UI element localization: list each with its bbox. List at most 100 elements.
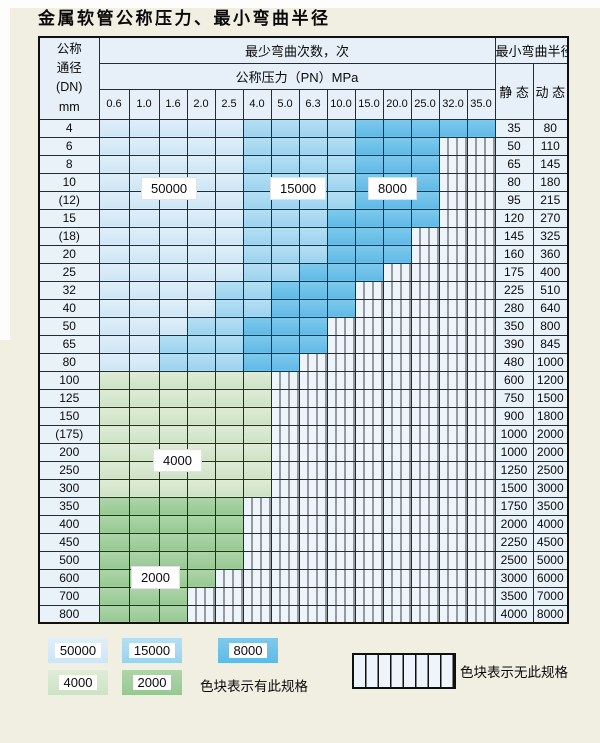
spec-cell-b1 <box>186 280 216 300</box>
static-cell: 3500 <box>494 586 534 606</box>
spec-cell-g1 <box>214 406 244 426</box>
spec-cell-h <box>382 478 412 498</box>
spec-cell-h <box>354 298 384 318</box>
static-cell: 4000 <box>494 604 534 624</box>
dn-cell: 10 <box>38 172 100 192</box>
spec-cell-b3 <box>298 316 328 336</box>
spec-cell-h <box>410 586 440 606</box>
spec-cell-h <box>438 478 468 498</box>
spec-cell-b1 <box>186 226 216 246</box>
spec-cell-h <box>382 496 412 516</box>
spec-cell-h <box>298 424 328 444</box>
spec-cell-h <box>382 280 412 300</box>
spec-cell-b3 <box>326 244 356 264</box>
pressure-value-cell: 32.0 <box>438 88 468 120</box>
spec-cell-b1 <box>128 244 160 264</box>
spec-cell-g2 <box>98 586 130 606</box>
spec-cell-h <box>466 442 496 462</box>
spec-cell-b2 <box>242 208 272 228</box>
spec-cell-h <box>298 496 328 516</box>
legend-box-2000: 2000 <box>122 670 182 695</box>
spec-cell-b1 <box>128 226 160 246</box>
spec-cell-g1 <box>186 388 216 408</box>
spec-cell-g1 <box>242 478 272 498</box>
spec-cell-g2 <box>158 532 188 552</box>
spec-cell-h <box>382 334 412 354</box>
spec-cell-b2 <box>186 316 216 336</box>
spec-cell-g1 <box>242 370 272 390</box>
spec-cell-h <box>354 586 384 606</box>
spec-cell-h <box>354 478 384 498</box>
spec-cell-h <box>326 496 356 516</box>
dynamic-cell: 8000 <box>532 604 569 624</box>
static-cell: 145 <box>494 226 534 246</box>
table-row: 32 225 510 <box>38 280 569 300</box>
spec-cell-b1 <box>186 154 216 174</box>
spec-cell-h <box>466 424 496 444</box>
table-row: 25 175 400 <box>38 262 569 282</box>
dn-cell: (175) <box>38 424 100 444</box>
spec-cell-h <box>354 406 384 426</box>
dn-cell: 32 <box>38 280 100 300</box>
spec-cell-b2 <box>242 136 272 156</box>
spec-cell-h <box>438 280 468 300</box>
spec-cell-b3 <box>326 298 356 318</box>
table-row: 20 160 360 <box>38 244 569 264</box>
spec-cell-g1 <box>128 370 160 390</box>
dn-cell: 8 <box>38 154 100 174</box>
table-row: 500 2500 5000 <box>38 550 569 570</box>
spec-cell-b2 <box>270 118 300 138</box>
legend-no-spec-note: 色块表示无此规格 <box>460 665 568 680</box>
spec-cell-h <box>438 496 468 516</box>
table-row: 4 35 80 <box>38 118 569 138</box>
table-row: 6 50 110 <box>38 136 569 156</box>
static-cell: 390 <box>494 334 534 354</box>
spec-cell-g2 <box>158 586 188 606</box>
spec-cell-h <box>466 514 496 534</box>
spec-cell-b2 <box>214 352 244 372</box>
spec-cell-h <box>382 568 412 588</box>
spec-cell-h <box>438 352 468 372</box>
spec-cell-h <box>326 478 356 498</box>
page-title: 金属软管公称压力、最小弯曲半径 <box>38 9 331 29</box>
spec-cell-g1 <box>214 460 244 480</box>
spec-cell-b1 <box>214 262 244 282</box>
static-cell: 35 <box>494 118 534 138</box>
spec-cell-b1 <box>186 118 216 138</box>
spec-cell-h <box>326 604 356 624</box>
spec-cell-h <box>466 478 496 498</box>
spec-cell-b2 <box>214 280 244 300</box>
spec-cell-h <box>326 316 356 336</box>
spec-cell-h <box>326 442 356 462</box>
spec-cell-b3 <box>298 298 328 318</box>
spec-cell-b2 <box>214 316 244 336</box>
spec-cell-h <box>410 424 440 444</box>
spec-cell-b2 <box>326 190 356 210</box>
spec-cell-h <box>410 514 440 534</box>
dn-cell: 150 <box>38 406 100 426</box>
table-row: 200 1000 2000 <box>38 442 569 462</box>
spec-cell-h <box>298 514 328 534</box>
spec-cell-b3 <box>382 244 412 264</box>
table-row: 450 2250 4500 <box>38 532 569 552</box>
static-cell: 1000 <box>494 442 534 462</box>
spec-cell-h <box>354 280 384 300</box>
spec-cell-b1 <box>98 208 130 228</box>
spec-cell-g1 <box>98 406 130 426</box>
spec-cell-h <box>326 334 356 354</box>
static-cell: 750 <box>494 388 534 408</box>
spec-cell-h <box>466 460 496 480</box>
spec-cell-h <box>242 550 272 570</box>
spec-cell-h <box>410 334 440 354</box>
pressure-value-cell: 1.0 <box>128 88 160 120</box>
spec-cell-h <box>214 604 244 624</box>
spec-cell-b1 <box>98 316 130 336</box>
spec-cell-b2 <box>242 226 272 246</box>
table-row: (18) 145 325 <box>38 226 569 246</box>
spec-cell-b2 <box>270 208 300 228</box>
spec-cell-h <box>242 604 272 624</box>
static-cell: 50 <box>494 136 534 156</box>
spec-cell-h <box>298 406 328 426</box>
spec-cell-h <box>298 388 328 408</box>
spec-cell-b3 <box>242 352 272 372</box>
